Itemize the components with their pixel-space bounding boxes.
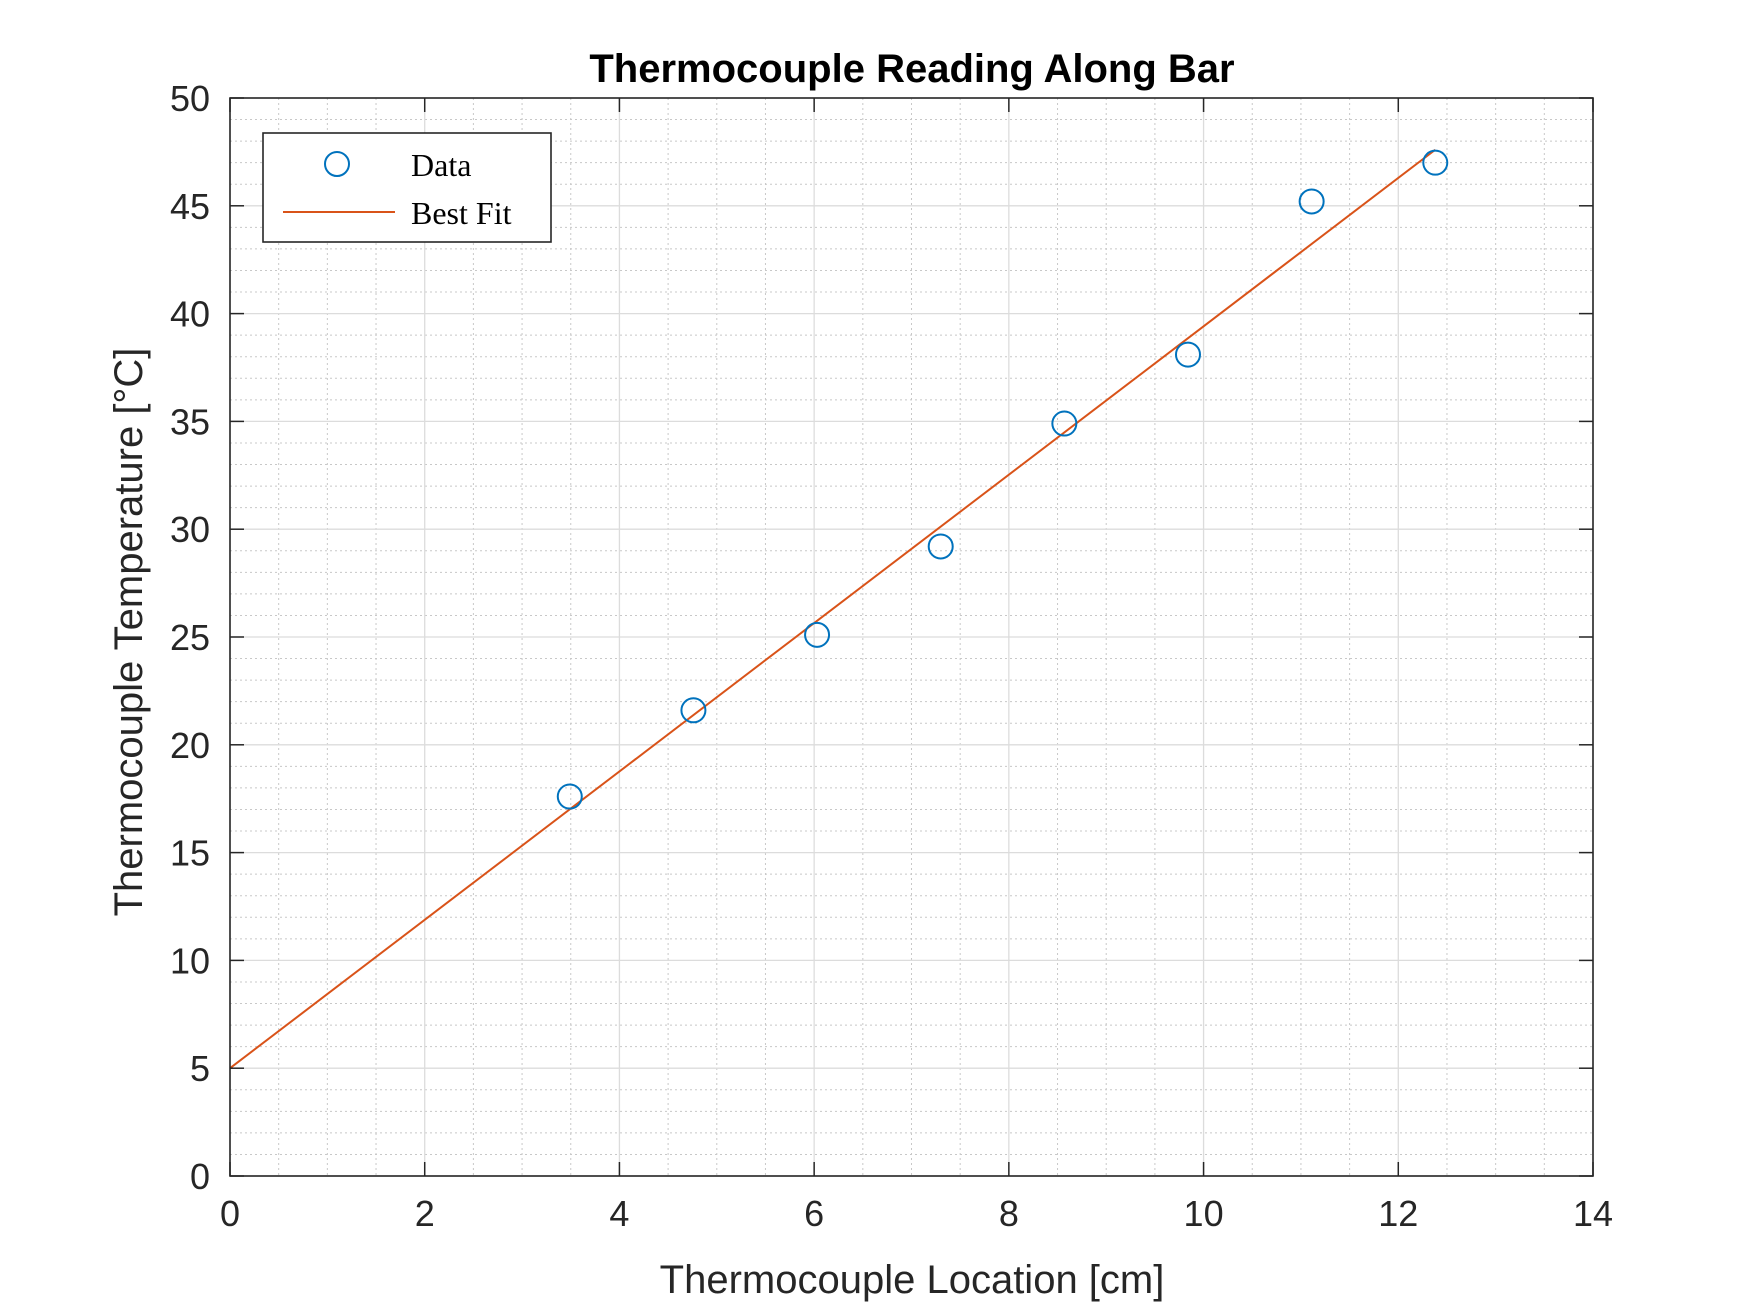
chart-title: Thermocouple Reading Along Bar [589,47,1234,91]
minor-grid [230,98,1593,1176]
data-point [804,621,831,648]
x-tick-label: 10 [1184,1193,1224,1234]
y-tick-label: 40 [170,294,210,335]
x-tick-label: 8 [999,1193,1019,1234]
y-tick-label: 20 [170,725,210,766]
x-tick-label: 6 [804,1193,824,1234]
data-point [1298,188,1325,215]
x-tick-label: 14 [1573,1193,1613,1234]
data-point [1422,149,1449,176]
data-point [556,783,583,810]
data-point [1051,410,1078,437]
x-tick-label: 0 [220,1193,240,1234]
y-tick-label: 35 [170,401,210,442]
y-tick-label: 0 [190,1156,210,1197]
y-tick-label: 45 [170,186,210,227]
legend: Data Best Fit [262,132,552,243]
x-axis-label: Thermocouple Location [cm] [660,1258,1165,1302]
legend-label-data: Data [411,147,471,183]
legend-label-best-fit: Best Fit [411,195,512,231]
y-tick-label: 5 [190,1048,210,1089]
x-tick-label: 12 [1378,1193,1418,1234]
y-tick-labels: 0 5 10 15 20 25 30 35 40 45 50 [170,78,210,1197]
tick-marks [229,97,1594,1177]
y-tick-label: 15 [170,833,210,874]
y-tick-label: 50 [170,78,210,119]
legend-data-marker [324,151,350,177]
best-fit-line [229,148,1436,1069]
x-tick-labels: 0 2 4 6 8 10 12 14 [220,1193,1613,1234]
data-point [927,533,954,560]
y-axis-label: Thermocouple Temperature [°C] [107,348,151,917]
y-tick-label: 30 [170,509,210,550]
legend-box [262,132,552,243]
series-layer [229,148,1449,1069]
data-point [1174,341,1201,368]
x-tick-label: 2 [415,1193,435,1234]
y-tick-label: 25 [170,617,210,658]
x-tick-label: 4 [609,1193,629,1234]
y-tick-label: 10 [170,940,210,981]
data-point [680,697,707,724]
